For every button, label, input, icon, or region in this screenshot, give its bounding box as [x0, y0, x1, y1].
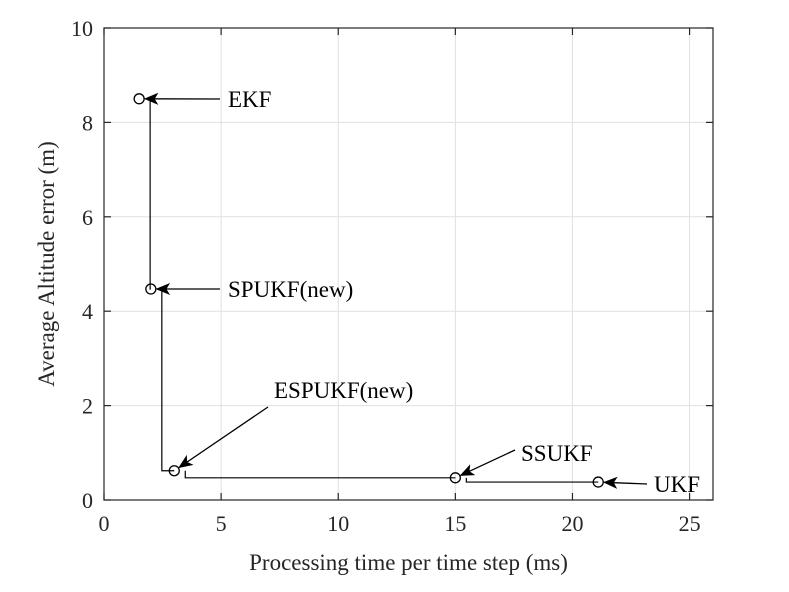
x-tick-label: 15: [444, 511, 466, 536]
step-line-segment: [149, 98, 151, 290]
annotation-label: UKF: [654, 472, 700, 497]
y-tick-label: 10: [71, 16, 93, 41]
x-tick-label: 25: [679, 511, 701, 536]
step-line-segment: [161, 289, 175, 472]
y-tick-label: 4: [82, 299, 93, 324]
step-line-segment: [184, 470, 456, 479]
data-point-marker: [449, 472, 461, 484]
y-tick-label: 8: [82, 110, 93, 135]
x-tick-label: 20: [561, 511, 583, 536]
data-point-marker: [168, 465, 180, 477]
plot-area-frame: [103, 27, 714, 501]
axis-ticks: [103, 27, 713, 501]
x-tick-label: 0: [99, 511, 110, 536]
annotation-arrow-head: [155, 282, 171, 296]
annotation-label: SSUKF: [521, 441, 593, 466]
data-points: [133, 93, 604, 488]
data-point-marker: [133, 93, 145, 105]
annotation-arrow-head: [459, 464, 476, 476]
annotation-label: EKF: [228, 87, 271, 112]
y-tick-label: 2: [82, 394, 93, 419]
y-tick-label: 6: [82, 205, 93, 230]
annotation-arrow-head: [143, 92, 159, 105]
x-tick-label: 5: [216, 511, 227, 536]
annotation-label: ESPUKF(new): [274, 378, 413, 403]
annotation-arrow-head: [602, 476, 618, 489]
annotation-arrow-line: [460, 449, 516, 476]
x-axis-label: Processing time per time step (ms): [249, 550, 568, 575]
step-lines: [149, 98, 599, 483]
y-axis-label: Average Altitude error (m): [34, 141, 59, 386]
y-tick-label: 0: [82, 488, 93, 513]
axis-tick-labels: 0 5 10 15 20 25 0 2 4 6 8 10: [71, 16, 701, 536]
annotation-arrow-head: [178, 454, 194, 469]
annotation-arrow-line: [178, 406, 269, 468]
annotation-label: SPUKF(new): [228, 277, 353, 302]
data-point-marker: [592, 476, 604, 488]
annotations: EKF SPUKF(new) ESPUKF(new) SSUKF UKF: [143, 87, 700, 497]
x-tick-label: 10: [327, 511, 349, 536]
step-line-segment: [465, 477, 599, 483]
